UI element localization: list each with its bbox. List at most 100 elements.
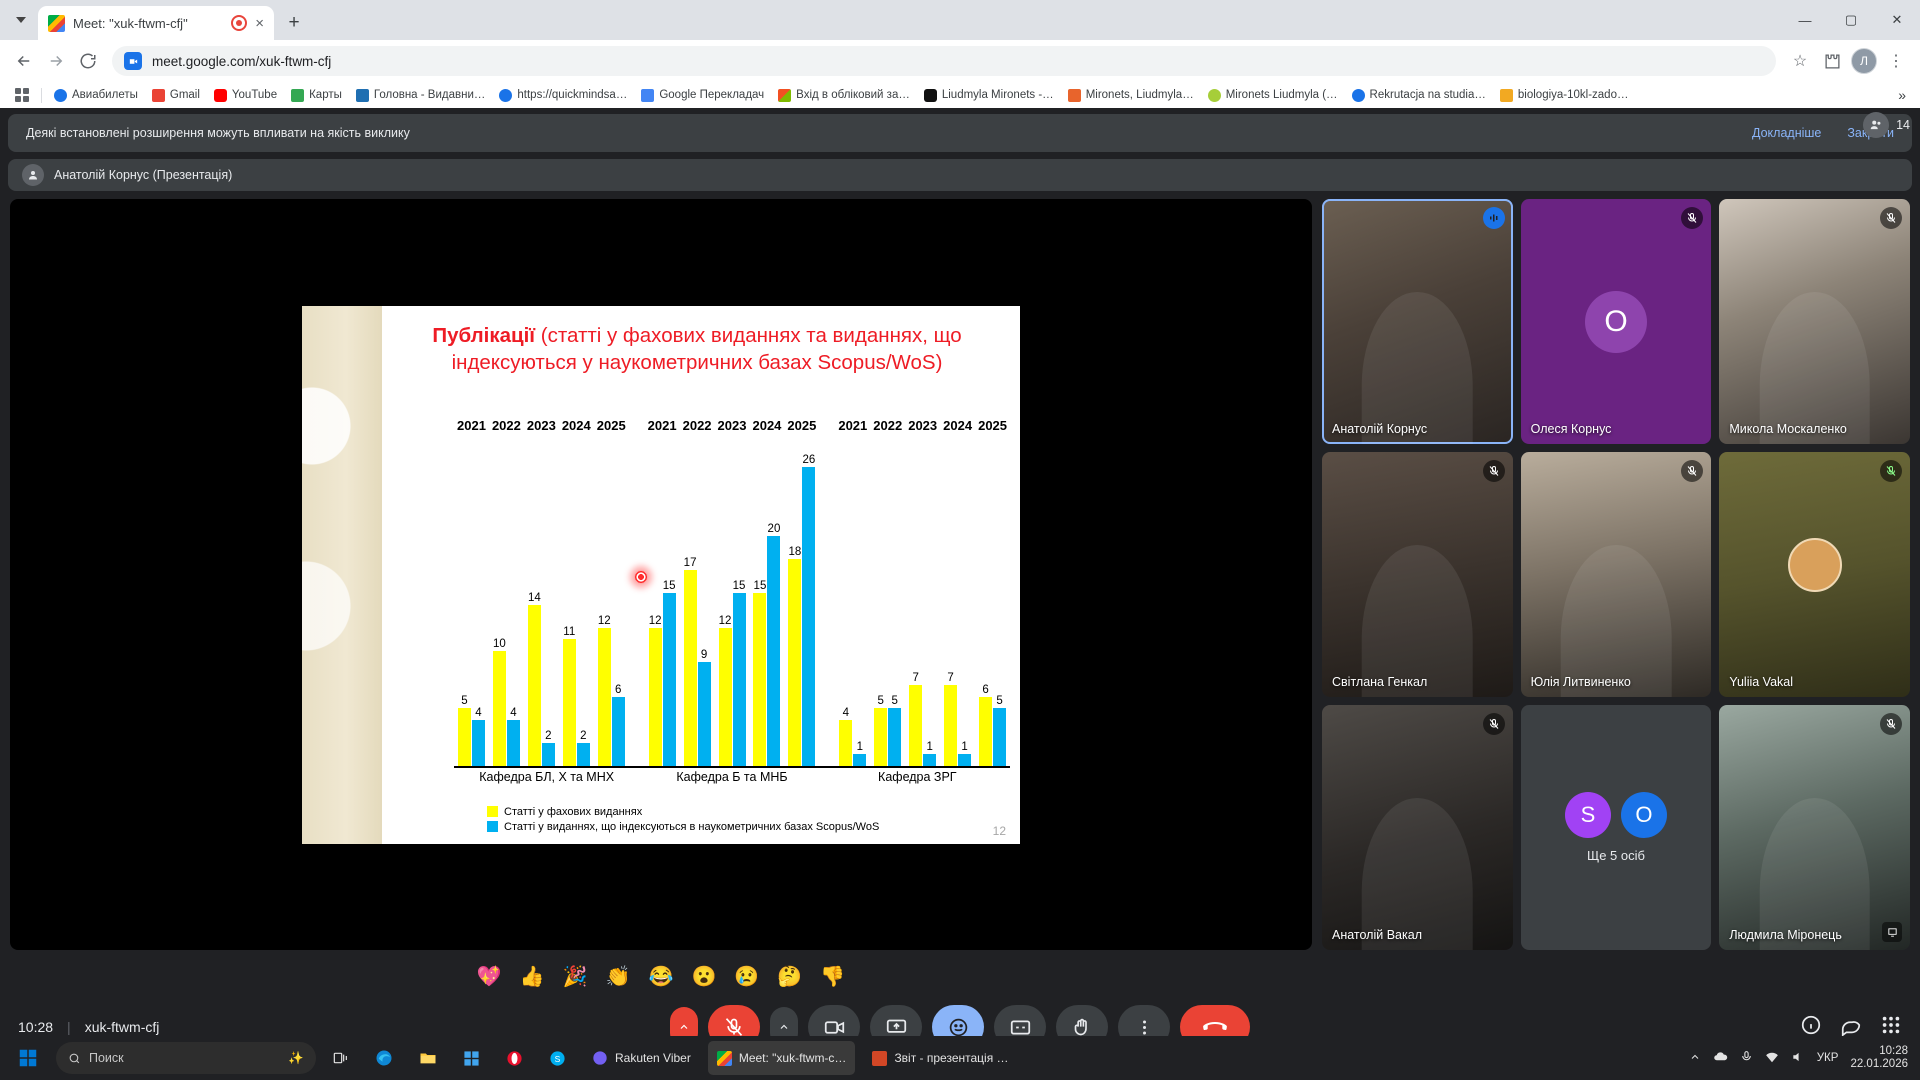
chart-bar: 10	[492, 638, 506, 766]
bookmark-item[interactable]: Liudmyla Mironets -…	[917, 87, 1061, 104]
tray-language[interactable]: УКР	[1816, 1052, 1839, 1064]
taskbar-search-box[interactable]: Поиск ✨	[56, 1042, 316, 1074]
participant-tile[interactable]: Анатолій Корнус	[1322, 199, 1513, 444]
reload-button[interactable]	[74, 47, 102, 75]
window-minimize-button[interactable]: —	[1798, 12, 1812, 28]
taskbar-item-store[interactable]	[454, 1041, 489, 1075]
tray-volume-icon[interactable]	[1791, 1050, 1805, 1067]
chart-bar: 18	[788, 546, 802, 766]
taskbar-item-skype[interactable]: S	[540, 1041, 575, 1075]
bookmark-star-icon[interactable]: ☆	[1792, 53, 1808, 70]
reaction-heart[interactable]: 💖	[476, 965, 502, 988]
year-tick: 2024	[561, 417, 591, 433]
taskbar-item-viber[interactable]: Rakuten Viber	[583, 1041, 700, 1075]
back-button[interactable]	[10, 47, 38, 75]
copilot-icon[interactable]: ✨	[288, 1050, 304, 1065]
video-feed	[1560, 545, 1672, 697]
banner-learn-more-link[interactable]: Докладніше	[1752, 126, 1822, 140]
chart-bar: 5	[457, 695, 471, 766]
bookmark-item[interactable]: Google Перекладач	[634, 87, 771, 104]
address-bar[interactable]: meet.google.com/xuk-ftwm-cfj	[112, 46, 1776, 76]
bookmark-item[interactable]: Gmail	[145, 87, 207, 104]
chart-bar-value: 7	[912, 672, 919, 684]
participant-tile[interactable]: О Олеся Корнус	[1520, 199, 1712, 444]
chart-year-column: 14 2	[524, 444, 559, 766]
chart-bar-value: 12	[648, 614, 662, 627]
taskbar-item-powerpoint[interactable]: Звіт - презентація …	[863, 1041, 1017, 1075]
reaction-clap[interactable]: 👏	[605, 965, 631, 988]
tray-expand-icon[interactable]	[1689, 1051, 1701, 1066]
participant-tile[interactable]: Людмила Міронець	[1719, 705, 1910, 950]
bookmark-label: Вхід в обліковий за…	[796, 89, 910, 101]
chart-bar: 7	[944, 672, 958, 766]
taskbar-item-opera[interactable]	[497, 1041, 532, 1075]
participant-name: Анатолій Корнус	[1332, 422, 1428, 436]
meeting-details-icon[interactable]	[1800, 1014, 1822, 1041]
bookmark-item[interactable]: Авиабилеты	[47, 87, 145, 104]
tab-search-button[interactable]	[4, 0, 38, 40]
participant-overflow-tile[interactable]: S O Ще 5 осіб	[1520, 705, 1712, 950]
participant-tile[interactable]: Юлія Литвиненко	[1520, 452, 1712, 697]
chart-legend: Статті у фахових виданнях Статті у видан…	[487, 806, 879, 836]
browser-tab[interactable]: Meet: "xuk-ftwm-cfj" ×	[38, 6, 274, 40]
globe-icon	[499, 88, 513, 102]
reaction-laugh[interactable]: 😂	[648, 965, 674, 988]
taskbar-item-task-view[interactable]	[324, 1041, 358, 1075]
activities-grid-icon[interactable]	[1880, 1014, 1902, 1041]
bookmark-item[interactable]: Rekrutacja na studia…	[1345, 87, 1493, 104]
forward-button[interactable]	[42, 47, 70, 75]
chat-icon[interactable]	[1840, 1014, 1862, 1041]
pin-icon[interactable]	[1882, 922, 1902, 942]
new-tab-button[interactable]: +	[288, 12, 300, 33]
taskbar-clock[interactable]: 10:28 22.01.2026	[1850, 1045, 1908, 1071]
year-tick: 2024	[752, 417, 782, 433]
chart-bar-value: 1	[961, 741, 968, 753]
bookmark-item[interactable]: biologiya-10kl-zado…	[1493, 87, 1636, 104]
presenter-avatar	[22, 164, 44, 186]
bookmark-item[interactable]: Mironets, Liudmyla…	[1061, 87, 1201, 104]
extensions-icon[interactable]	[1818, 47, 1846, 75]
taskbar-item-edge[interactable]	[366, 1041, 402, 1075]
year-group: 2021 2022 2023 2024 2025	[454, 418, 629, 438]
reaction-sad[interactable]: 😢	[734, 965, 760, 988]
presentation-viewport[interactable]: Публікації (статті у фахових виданнях та…	[10, 199, 1312, 950]
reaction-surprised[interactable]: 😮	[691, 965, 717, 988]
chart-bar: 5	[874, 695, 888, 766]
reaction-thumbs-up[interactable]: 👍	[519, 965, 545, 988]
chart-bar-value: 5	[461, 695, 468, 707]
profile-avatar[interactable]: Л	[1850, 47, 1878, 75]
tab-title: Meet: "xuk-ftwm-cfj"	[73, 15, 188, 31]
bookmark-item[interactable]: Головна - Видавни…	[349, 87, 493, 104]
participant-name: Микола Москаленко	[1729, 422, 1847, 436]
tray-network-icon[interactable]	[1765, 1050, 1779, 1067]
taskbar-item-file-explorer[interactable]	[410, 1041, 446, 1075]
group-label: Кафедра БЛ, Х та МНХ	[479, 769, 615, 784]
start-button[interactable]	[8, 1040, 48, 1076]
taskbar-item-chrome-meet[interactable]: Meet: "xuk-ftwm-c…	[707, 1041, 856, 1075]
chrome-menu-button[interactable]: ⋮	[1888, 53, 1904, 70]
window-maximize-button[interactable]: ▢	[1844, 12, 1858, 27]
window-close-button[interactable]: ✕	[1891, 12, 1903, 27]
bookmarks-overflow-button[interactable]: »	[1898, 87, 1906, 103]
participant-tile[interactable]: Світлана Генкал	[1322, 452, 1513, 697]
bookmark-item[interactable]: https://quickmindsa…	[492, 87, 634, 104]
reaction-party[interactable]: 🎉	[562, 965, 588, 988]
tab-close-icon[interactable]: ×	[255, 14, 264, 32]
tray-onedrive-icon[interactable]	[1713, 1049, 1728, 1067]
participant-tile[interactable]: Анатолій Вакал	[1322, 705, 1513, 950]
chart-bar-value: 4	[842, 706, 850, 719]
apps-shortcut[interactable]	[8, 86, 36, 104]
tray-microphone-icon[interactable]	[1740, 1050, 1753, 1066]
participant-count: 14	[1896, 118, 1910, 132]
participant-tile[interactable]: Yuliia Vakal	[1719, 452, 1910, 697]
bookmark-item[interactable]: Mironets Liudmyla (…	[1201, 87, 1345, 104]
reaction-thumbs-down[interactable]: 👎	[820, 965, 846, 988]
bookmark-item[interactable]: Вхід в обліковий за…	[771, 87, 917, 104]
bookmark-item[interactable]: YouTube	[207, 87, 284, 104]
chart-bar-value: 6	[982, 683, 989, 696]
reaction-thinking[interactable]: 🤔	[777, 965, 803, 988]
bookmark-item[interactable]: Карты	[284, 87, 349, 104]
participant-tile[interactable]: Микола Москаленко	[1719, 199, 1910, 444]
participant-count-pill[interactable]: 14	[1863, 112, 1910, 138]
